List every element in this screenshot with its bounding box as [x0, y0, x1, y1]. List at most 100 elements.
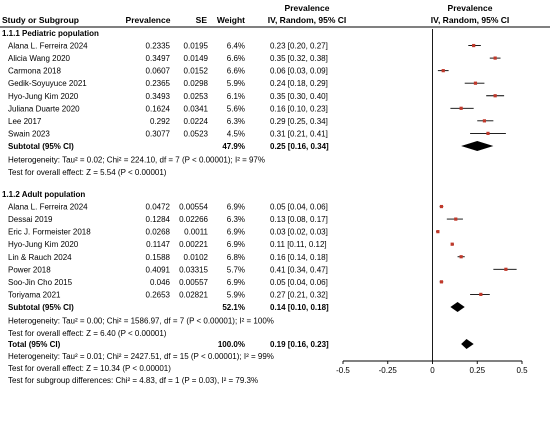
subtotal-weight: 47.9% — [222, 142, 245, 151]
study-point-estimate — [439, 280, 444, 284]
study-se: 0.0523 — [184, 129, 209, 138]
heterogeneity-text: Heterogeneity: Tau² = 0.00; Chi² = 1586.… — [8, 317, 274, 326]
total-weight: 100.0% — [218, 340, 245, 349]
overall-effect-text: Test for overall effect: Z = 5.54 (P < 0… — [8, 168, 167, 177]
study-name: Soo-Jin Cho 2015 — [8, 278, 73, 287]
study-prevalence: 0.1147 — [146, 240, 170, 249]
study-ci: 0.23 [0.20, 0.27] — [270, 42, 328, 51]
x-axis-tick-label: -0.5 — [336, 366, 350, 375]
study-se: 0.00554 — [179, 203, 208, 212]
subtotal-label: Subtotal (95% CI) — [8, 142, 74, 151]
x-axis-tick-label: 0.25 — [469, 366, 485, 375]
x-axis-tick-label: -0.25 — [379, 366, 398, 375]
subgroup-differences-text: Test for subgroup differences: Chi² = 4.… — [8, 376, 258, 385]
subtotal-weight: 52.1% — [222, 303, 245, 312]
study-point-estimate — [450, 242, 454, 246]
study-point-estimate — [479, 292, 483, 296]
study-point-estimate — [436, 230, 440, 234]
subtotal-diamond — [461, 140, 494, 151]
study-se: 0.00221 — [179, 240, 208, 249]
study-prevalence: 0.3077 — [146, 129, 171, 138]
study-point-estimate — [459, 106, 463, 110]
study-ci: 0.06 [0.03, 0.09] — [270, 67, 328, 76]
subtotal-diamond — [450, 301, 465, 312]
study-name: Gedik-Soyuyuce 2021 — [8, 79, 87, 88]
study-ci: 0.24 [0.18, 0.29] — [270, 79, 328, 88]
study-point-estimate — [493, 94, 497, 98]
study-name: Lee 2017 — [8, 117, 42, 126]
study-weight: 6.9% — [227, 203, 245, 212]
study-se: 0.0298 — [184, 79, 209, 88]
study-point-estimate — [473, 81, 478, 85]
study-se: 0.00557 — [179, 278, 208, 287]
header-ci-bottom: IV, Random, 95% CI — [268, 15, 347, 25]
study-name: Hyo-Jung Kim 2020 — [8, 240, 79, 249]
total-ci: 0.19 [0.16, 0.23] — [270, 340, 329, 349]
study-point-estimate — [441, 69, 445, 73]
subtotal-ci: 0.14 [0.10, 0.18] — [270, 303, 329, 312]
study-weight: 6.3% — [227, 215, 245, 224]
study-name: Alana L. Ferreira 2024 — [8, 203, 88, 212]
study-point-estimate — [439, 204, 444, 209]
study-name: Juliana Duarte 2020 — [8, 104, 80, 113]
study-weight: 6.9% — [227, 228, 245, 237]
study-weight: 6.4% — [227, 42, 245, 51]
study-ci: 0.29 [0.25, 0.34] — [270, 117, 328, 126]
study-prevalence: 0.292 — [150, 117, 171, 126]
study-ci: 0.35 [0.30, 0.40] — [270, 92, 328, 101]
header-plot-top: Prevalence — [448, 3, 493, 13]
study-ci: 0.05 [0.04, 0.06] — [270, 278, 328, 287]
total-label: Total (95% CI) — [8, 340, 61, 349]
study-ci: 0.41 [0.34, 0.47] — [270, 265, 328, 274]
study-prevalence: 0.3497 — [146, 54, 171, 63]
header-se: SE — [196, 15, 208, 25]
study-name: Alicia Wang 2020 — [8, 54, 71, 63]
study-ci: 0.13 [0.08, 0.17] — [270, 215, 328, 224]
subgroup-title: 1.1.2 Adult population — [2, 190, 85, 199]
header-plot-bottom: IV, Random, 95% CI — [431, 15, 510, 25]
study-prevalence: 0.1284 — [146, 215, 171, 224]
study-ci: 0.03 [0.02, 0.03] — [270, 228, 328, 237]
plot-marks: -0.5 -0.25 0 0.25 0.5 — [336, 29, 528, 375]
study-prevalence: 0.2335 — [146, 42, 171, 51]
study-se: 0.0152 — [184, 67, 209, 76]
study-name: Dessai 2019 — [8, 215, 53, 224]
study-point-estimate — [459, 255, 463, 259]
total-diamond — [461, 339, 474, 349]
overall-effect-text: Test for overall effect: Z = 6.40 (P < 0… — [8, 329, 167, 338]
study-ci: 0.27 [0.21, 0.32] — [270, 290, 328, 299]
study-prevalence: 0.0607 — [146, 67, 171, 76]
study-prevalence: 0.0472 — [146, 203, 171, 212]
study-weight: 6.6% — [227, 67, 245, 76]
study-weight: 5.9% — [227, 79, 245, 88]
study-se: 0.02266 — [179, 215, 208, 224]
study-weight: 6.9% — [227, 240, 245, 249]
study-weight: 5.7% — [227, 265, 245, 274]
study-ci: 0.11 [0.11, 0.12] — [270, 240, 327, 249]
study-se: 0.03315 — [179, 265, 208, 274]
study-prevalence: 0.0268 — [146, 228, 171, 237]
total-heterogeneity-text: Heterogeneity: Tau² = 0.01; Chi² = 2427.… — [8, 352, 274, 361]
study-ci: 0.35 [0.32, 0.38] — [270, 54, 328, 63]
study-weight: 6.1% — [227, 92, 245, 101]
study-name: Hyo-Jung Kim 2020 — [8, 92, 79, 101]
study-se: 0.0195 — [184, 42, 209, 51]
study-name: Power 2018 — [8, 265, 51, 274]
study-weight: 6.9% — [227, 278, 245, 287]
x-axis-tick-label: 0 — [430, 366, 435, 375]
study-ci: 0.16 [0.10, 0.23] — [270, 104, 328, 113]
study-name: Lin & Rauch 2024 — [8, 253, 72, 262]
study-se: 0.0224 — [184, 117, 209, 126]
study-point-estimate — [454, 217, 458, 221]
study-se: 0.02821 — [179, 290, 208, 299]
study-name: Carmona 2018 — [8, 67, 61, 76]
header-ci-top: Prevalence — [285, 3, 330, 13]
study-weight: 4.5% — [227, 129, 245, 138]
study-prevalence: 0.2653 — [146, 290, 171, 299]
subgroup-title: 1.1.1 Pediatric population — [2, 29, 99, 38]
study-point-estimate — [504, 267, 508, 271]
study-name: Eric J. Formeister 2018 — [8, 228, 91, 237]
study-prevalence: 0.1624 — [146, 104, 171, 113]
